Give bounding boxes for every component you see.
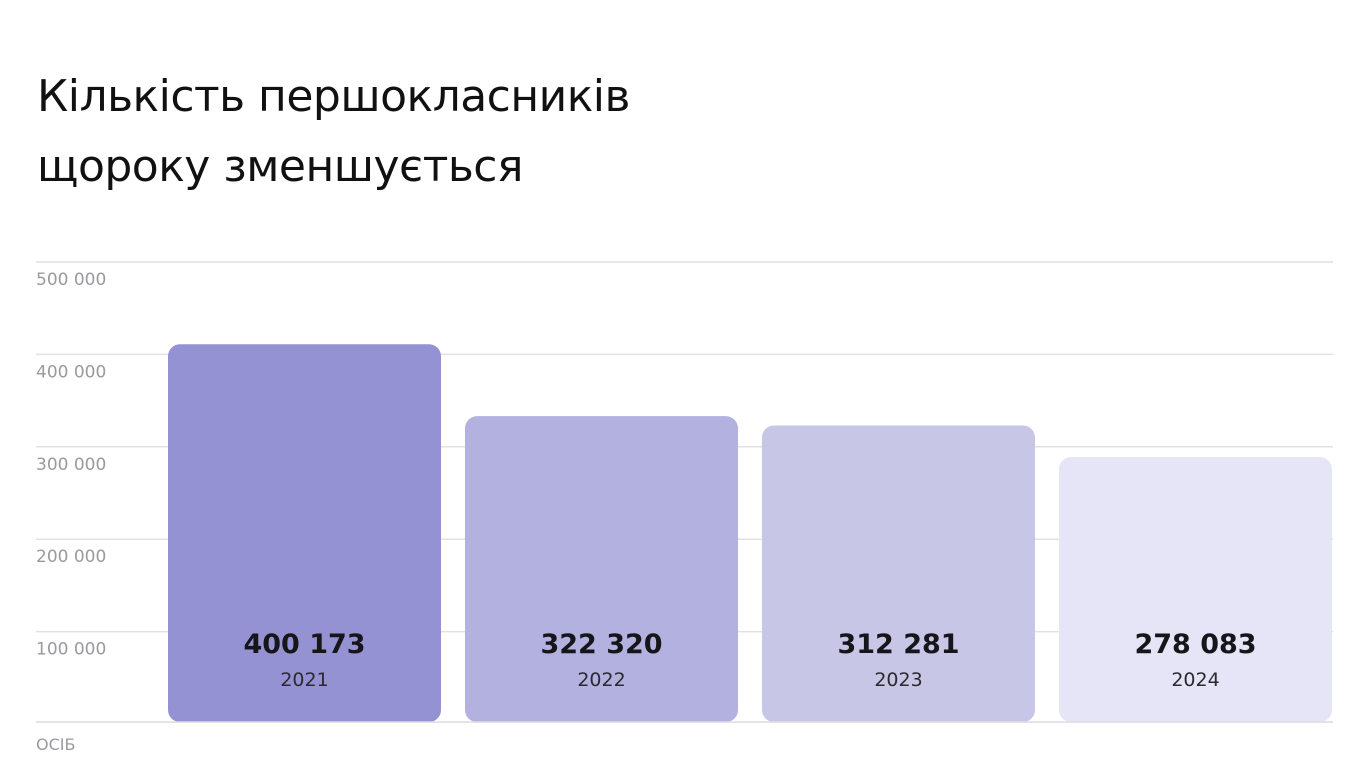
- bar-2022: [465, 416, 738, 722]
- value-label-2022: 322 320: [540, 629, 662, 660]
- category-label-2021: 2021: [280, 669, 328, 691]
- y-tick-label-2: 300 000: [36, 455, 106, 475]
- y-tick-label-4: 500 000: [36, 270, 106, 290]
- category-label-2024: 2024: [1171, 669, 1219, 691]
- y-tick-label-0: 100 000: [36, 640, 106, 660]
- chart-title-line-1: Кількість першокласників: [37, 71, 630, 122]
- bars: [168, 344, 1332, 722]
- chart-title: Кількість першокласників щороку зменшуєт…: [37, 62, 937, 202]
- value-label-2021: 400 173: [243, 629, 365, 660]
- y-axis-tick-labels: 100 000 200 000 300 000 400 000 500 000: [36, 270, 106, 660]
- bar-2021: [168, 344, 441, 722]
- bar-2024: [1059, 457, 1332, 722]
- value-label-2024: 278 083: [1134, 629, 1256, 660]
- y-tick-label-3: 400 000: [36, 362, 106, 382]
- bar-labels: 400 173 2021 322 320 2022 312 281 2023 278 083…: [243, 629, 1256, 691]
- chart-title-line-2: щороку зменшується: [37, 141, 523, 192]
- bar-2023: [762, 425, 1035, 722]
- category-label-2023: 2023: [874, 669, 922, 691]
- y-axis-unit-label: ОСІБ: [36, 735, 75, 754]
- category-label-2022: 2022: [577, 669, 625, 691]
- y-tick-label-1: 200 000: [36, 547, 106, 567]
- value-label-2023: 312 281: [837, 629, 959, 660]
